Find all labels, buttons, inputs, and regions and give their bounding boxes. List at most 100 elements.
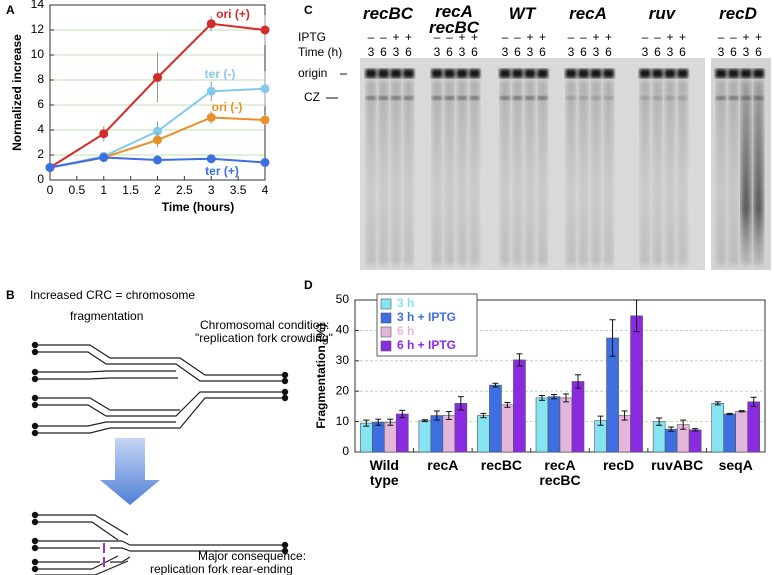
lane-smear bbox=[366, 80, 376, 265]
time-label: 6 bbox=[730, 45, 737, 59]
gel-group-label: recA recBC bbox=[428, 2, 480, 38]
data-point bbox=[260, 84, 270, 94]
x-tick-label: 1 bbox=[100, 183, 107, 197]
strand-ends bbox=[31, 341, 289, 437]
lane-smear bbox=[537, 80, 548, 265]
bar bbox=[547, 396, 561, 453]
time-label: 6 bbox=[654, 45, 661, 59]
y-tick-label: 2 bbox=[37, 147, 44, 161]
data-point bbox=[153, 73, 162, 82]
origin-band bbox=[565, 69, 577, 78]
origin-band bbox=[378, 69, 389, 78]
time-label: 3 bbox=[527, 45, 534, 59]
cz-band bbox=[741, 96, 751, 100]
gel-lanes bbox=[365, 69, 764, 265]
gel-group-label: ruv bbox=[648, 4, 676, 23]
time-label: 3 bbox=[743, 45, 750, 59]
error-bar bbox=[692, 428, 699, 432]
cz-band bbox=[566, 96, 576, 100]
bar bbox=[571, 381, 585, 453]
cz-band bbox=[525, 96, 535, 100]
gel-time-label: Time (h) bbox=[298, 45, 342, 59]
bar bbox=[723, 413, 737, 453]
consequence-note: Major consequence: bbox=[198, 549, 306, 563]
origin-band bbox=[753, 69, 764, 78]
y-tick-label: 8 bbox=[37, 72, 44, 86]
lane-smear bbox=[525, 80, 535, 265]
cz-band bbox=[591, 96, 601, 100]
x-tick-label: recD bbox=[602, 457, 635, 473]
y-tick-label: 20 bbox=[336, 383, 350, 397]
origin-band bbox=[590, 69, 602, 78]
error-bar bbox=[457, 396, 464, 411]
time-label: 3 bbox=[393, 45, 400, 59]
error-bar bbox=[609, 319, 616, 357]
legend-label: 6 h bbox=[397, 324, 414, 338]
x-tick-label: 4 bbox=[262, 183, 269, 197]
error-bar bbox=[433, 410, 440, 421]
origin-band bbox=[431, 69, 443, 78]
origin-band bbox=[512, 69, 523, 78]
data-point bbox=[260, 115, 270, 125]
origin-band bbox=[652, 69, 663, 78]
bar bbox=[359, 422, 373, 453]
x-tick-label: 2.5 bbox=[176, 183, 193, 197]
data-point bbox=[99, 153, 109, 162]
bar bbox=[501, 404, 514, 453]
x-tick-label: 1.5 bbox=[122, 183, 139, 197]
iptg-sign: – bbox=[642, 30, 649, 44]
error-bar bbox=[714, 401, 721, 406]
panel-letter: D bbox=[304, 278, 313, 292]
error-bar bbox=[363, 419, 370, 427]
x-axis-label: Time (hours) bbox=[162, 200, 234, 214]
data-point bbox=[206, 86, 216, 96]
x-tick-label: 2 bbox=[154, 183, 161, 197]
cz-band bbox=[366, 96, 376, 100]
cz-band bbox=[537, 96, 548, 100]
diagram-title: fragmentation bbox=[70, 309, 143, 323]
error-bar bbox=[633, 299, 640, 333]
iptg-sign: – bbox=[718, 30, 725, 44]
error-bar bbox=[387, 418, 394, 426]
origin-band bbox=[499, 69, 511, 78]
time-label: 3 bbox=[667, 45, 674, 59]
legend-swatch bbox=[380, 326, 392, 338]
gel-group-label: recA bbox=[569, 4, 607, 23]
y-tick-label: 6 bbox=[37, 97, 44, 111]
bar bbox=[442, 415, 456, 453]
time-label: 6 bbox=[605, 45, 612, 59]
bar bbox=[711, 403, 725, 453]
error-bar bbox=[421, 419, 428, 423]
iptg-sign: – bbox=[434, 30, 441, 44]
lane-smear bbox=[403, 80, 414, 265]
error-bar bbox=[680, 419, 687, 430]
lane-smear bbox=[444, 80, 455, 265]
iptg-sign: + bbox=[539, 30, 546, 44]
error-bar bbox=[738, 410, 745, 413]
time-label: 3 bbox=[642, 45, 649, 59]
error-bar bbox=[445, 411, 452, 420]
bar bbox=[395, 413, 409, 453]
data-point bbox=[153, 155, 162, 165]
origin-band bbox=[715, 69, 727, 78]
iptg-sign: + bbox=[592, 30, 599, 44]
bar bbox=[747, 401, 761, 453]
bar bbox=[630, 315, 643, 453]
iptg-sign: – bbox=[514, 30, 521, 44]
iptg-sign: – bbox=[446, 30, 453, 44]
lane-smear bbox=[640, 80, 650, 265]
data-point bbox=[206, 154, 216, 164]
iptg-sign: – bbox=[580, 30, 587, 44]
panel-letter: A bbox=[6, 3, 15, 17]
error-bar bbox=[539, 394, 545, 401]
arrow bbox=[100, 438, 160, 505]
y-tick-label: 0 bbox=[37, 172, 44, 186]
time-label: 3 bbox=[502, 45, 509, 59]
iptg-sign: – bbox=[654, 30, 661, 44]
legend-swatch bbox=[380, 340, 392, 352]
lane-smear bbox=[603, 80, 614, 265]
origin-band bbox=[578, 69, 589, 78]
y-tick-label: 14 bbox=[31, 0, 45, 11]
lane-smear bbox=[566, 80, 576, 265]
y-tick-label: 12 bbox=[31, 22, 45, 36]
